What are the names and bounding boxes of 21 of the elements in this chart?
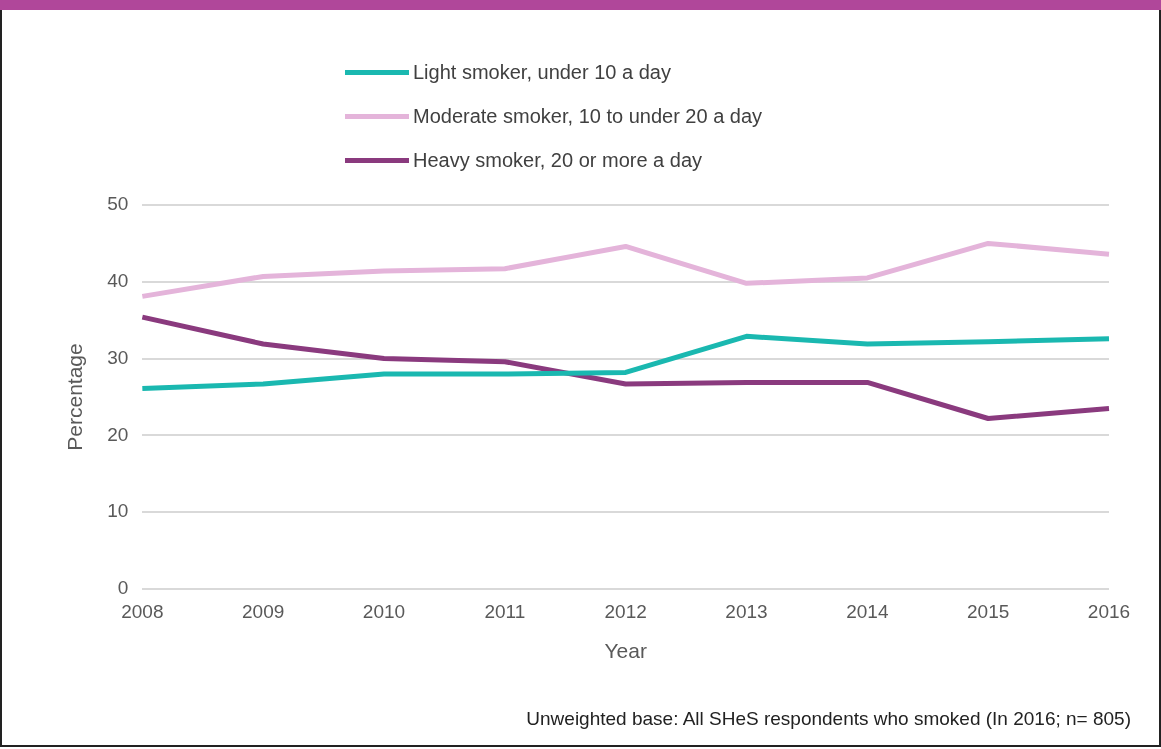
text: Unweighted base: All SHeS respondents who smoked (In 2016; n= 805) <box>526 708 1131 730</box>
x-tick-label: 2016 <box>1087 600 1131 622</box>
y-tick-label: 10 <box>107 500 129 522</box>
y-tick-label: 40 <box>107 270 129 292</box>
x-tick-label: 2013 <box>725 600 768 622</box>
y-tick-label: 50 <box>107 193 129 215</box>
legend-label: Heavy smoker, 20 or more a day <box>413 148 703 172</box>
x-axis-title: Year <box>604 639 647 663</box>
x-tick-label: 2015 <box>967 600 1010 622</box>
x-tick-label: 2009 <box>242 600 285 622</box>
y-axis-title: Percentage <box>63 343 87 451</box>
legend-label: Moderate smoker, 10 to under 20 a day <box>413 104 763 128</box>
x-tick-label: 2014 <box>846 600 889 622</box>
x-tick-label: 2011 <box>484 600 526 622</box>
y-tick-label: 0 <box>117 577 129 599</box>
y-tick-label: 20 <box>107 423 129 445</box>
x-tick-label: 2012 <box>604 600 647 622</box>
x-tick-label: 2010 <box>362 600 406 622</box>
x-tick-label: 2008 <box>121 600 164 622</box>
y-tick-label: 30 <box>107 346 129 368</box>
legend-label: Light smoker, under 10 a day <box>413 60 671 84</box>
